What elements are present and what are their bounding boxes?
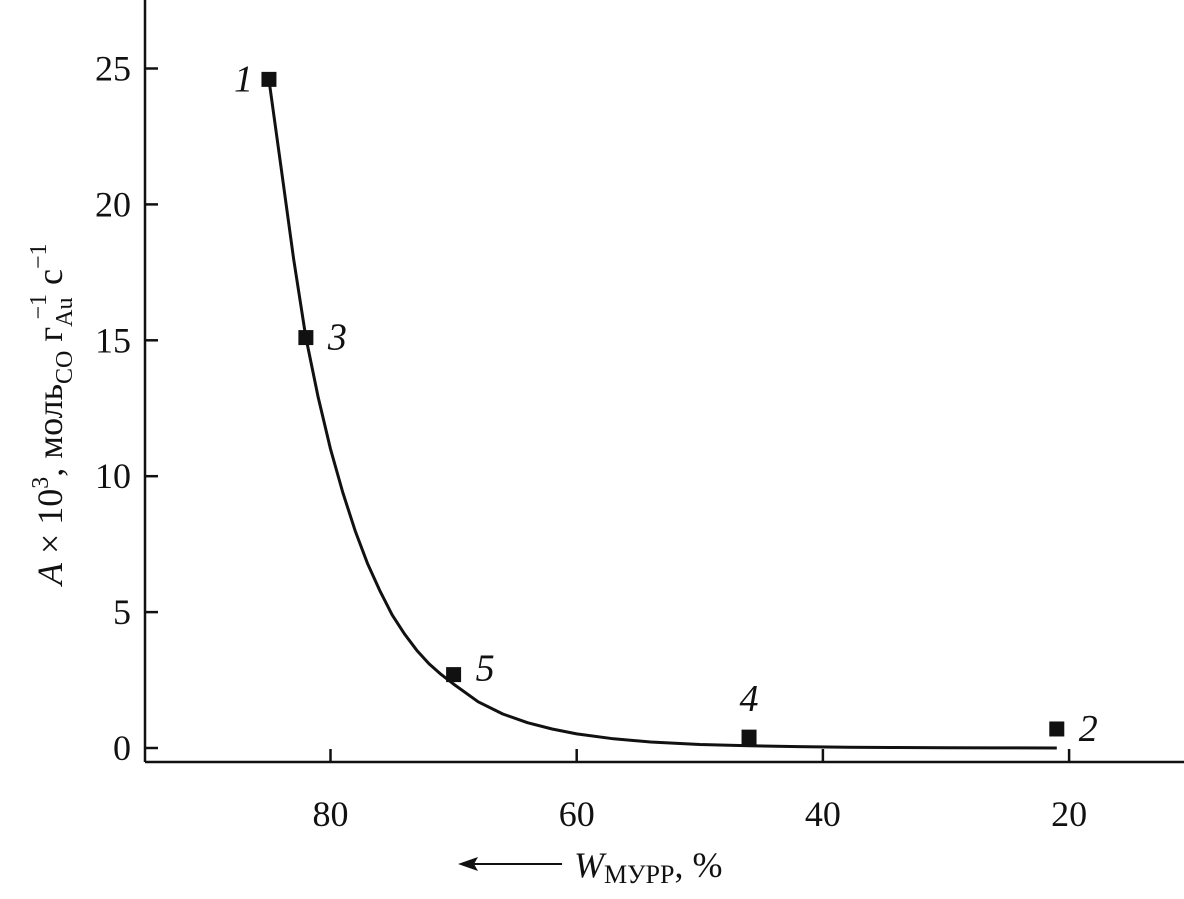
y-axis-unit2-sub: Au — [52, 298, 78, 327]
y-ticks: 0 5 10 15 20 25 — [95, 49, 158, 768]
data-point-1 — [261, 71, 277, 87]
x-axis-title-group: WМУРР, % — [458, 845, 722, 889]
y-axis-title: A × 103, мольCO гAu−1 с−1 — [26, 243, 78, 587]
y-axis-unit3-sup: −1 — [26, 243, 52, 269]
x-axis-suffix: , % — [674, 845, 722, 885]
fit-curve-group — [267, 79, 1057, 750]
y-tick-label: 0 — [113, 728, 131, 768]
x-axis-sub: МУРР — [604, 860, 674, 889]
x-axis-var: W — [574, 845, 607, 885]
fit-curve — [267, 79, 1057, 750]
x-tick-label: 20 — [1051, 794, 1087, 834]
x-tick-label: 40 — [805, 794, 841, 834]
data-point-4 — [741, 729, 757, 745]
y-axis-unit1-sub: CO — [52, 351, 78, 384]
x-tick-label: 60 — [559, 794, 595, 834]
y-axis-exp: 3 — [28, 477, 54, 489]
point-label-2: 2 — [1079, 708, 1098, 750]
y-tick-label: 10 — [95, 456, 131, 496]
y-tick-label: 5 — [113, 592, 131, 632]
data-points: 1 3 5 4 2 — [234, 58, 1098, 750]
x-ticks: 80 60 40 20 — [313, 749, 1087, 834]
point-label-4: 4 — [740, 678, 759, 720]
point-label-3: 3 — [327, 317, 347, 359]
y-axis-var: A — [30, 562, 70, 587]
y-axis-unit2: г — [30, 327, 70, 351]
point-label-5: 5 — [476, 648, 495, 690]
y-axis-unit2-sup: −1 — [26, 294, 52, 320]
y-tick-label: 25 — [95, 49, 131, 89]
x-axis-title: WМУРР, % — [574, 845, 722, 889]
y-axis-unit3: с — [30, 269, 70, 294]
data-point-3 — [298, 330, 314, 346]
arrow-left-icon — [458, 857, 478, 871]
point-label-1: 1 — [234, 58, 253, 100]
y-tick-label: 20 — [95, 184, 131, 224]
y-axis-times: × 10 — [30, 489, 70, 563]
x-tick-label: 80 — [313, 794, 349, 834]
y-axis-unit1: , моль — [30, 384, 70, 477]
y-tick-label: 15 — [95, 320, 131, 360]
data-point-5 — [446, 667, 462, 683]
data-point-2 — [1049, 721, 1065, 737]
